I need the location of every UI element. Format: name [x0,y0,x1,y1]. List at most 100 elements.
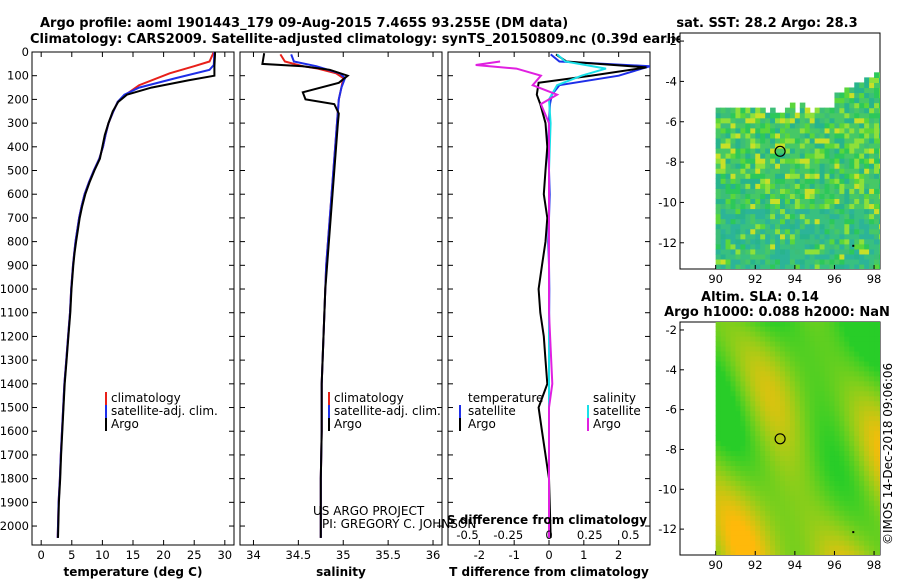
map-cell [819,540,826,546]
map-cell [784,355,791,362]
map-cell [854,335,860,342]
map-cell [804,405,811,412]
map-cell [799,540,806,546]
map-cell [770,530,776,536]
map-cell [829,117,836,124]
map-cell [789,520,796,526]
temperature-plot: 0 5 10 15 20 25 300100200300400500600700800900… [0,45,234,562]
map-cell [770,107,776,114]
map-cell [864,92,870,99]
map-cell [849,137,855,144]
map-cell [799,350,806,357]
map-cell [849,455,855,462]
map-cell [829,203,836,210]
map-cell [874,213,880,220]
map-cell [819,325,826,332]
map-cell [775,480,781,486]
map-cell [770,350,776,357]
map-cell [780,420,786,427]
map-cell [799,520,806,526]
map-cell [809,253,816,260]
map-cell [740,445,746,452]
map-cell [745,420,751,427]
map-cell [864,530,870,536]
map-cell [750,530,756,536]
map-cell [839,445,845,452]
map-cell [854,545,860,551]
map-cell [879,248,880,255]
map-cell [784,530,791,536]
map-cell [799,117,806,124]
map-cell [804,535,811,541]
map-cell [849,117,855,124]
map-cell [780,415,786,422]
map-cell [755,485,761,491]
map-cell [730,520,737,526]
map-cell [844,380,850,387]
map-cell [824,535,831,541]
map-cell [799,263,806,269]
map-cell [799,248,806,255]
map-cell [799,405,806,412]
map-cell [740,535,746,541]
map-cell [849,475,855,481]
map-cell [730,505,737,511]
map-cell [730,203,737,210]
map-cell [824,380,831,387]
map-cell [725,183,732,189]
map-cell [765,385,771,392]
map-cell [770,505,776,511]
map-cell [879,153,880,159]
map-cell [874,193,880,199]
map-cell [775,485,781,491]
map-cell [834,147,841,154]
map-cell [864,465,870,471]
map-cell [765,530,771,536]
map-cell [839,178,845,184]
map-cell [750,258,756,265]
map-cell [755,340,761,347]
map-cell [879,410,880,417]
map-cell [804,365,811,372]
map-cell [720,158,727,164]
map-cell [864,400,870,407]
map-cell [814,400,821,407]
map-cell [874,243,880,250]
map-cell [839,122,845,129]
map-cell [849,470,855,476]
map-cell [720,535,727,541]
map-cell [775,360,781,367]
map-cell [794,515,801,521]
map-cell [834,445,841,452]
y-tick-label: 1100 [0,306,29,320]
map-cell [715,425,722,432]
map-cell [859,163,865,169]
map-cell [784,445,791,452]
map-cell [839,370,845,377]
map-cell [765,233,771,240]
map-cell [859,158,865,164]
map-cell [745,440,751,447]
map-cell [804,500,811,506]
map-cell [740,345,746,352]
map-cell [755,228,761,235]
map-cell [780,530,786,536]
map-cell [750,380,756,387]
map-cell [784,415,791,422]
map-cell [799,132,806,139]
map-cell [829,415,836,422]
map-cell [794,253,801,260]
map-cell [874,82,880,89]
map-cell [844,520,850,526]
map-cell [804,475,811,481]
map-cell [775,112,781,119]
map-cell [874,112,880,119]
map-cell [735,400,741,407]
map-cell [775,510,781,516]
map-cell [780,263,786,269]
map-cell [740,238,746,245]
map-cell [834,365,841,372]
map-cell [854,92,860,99]
map-cell [750,490,756,496]
